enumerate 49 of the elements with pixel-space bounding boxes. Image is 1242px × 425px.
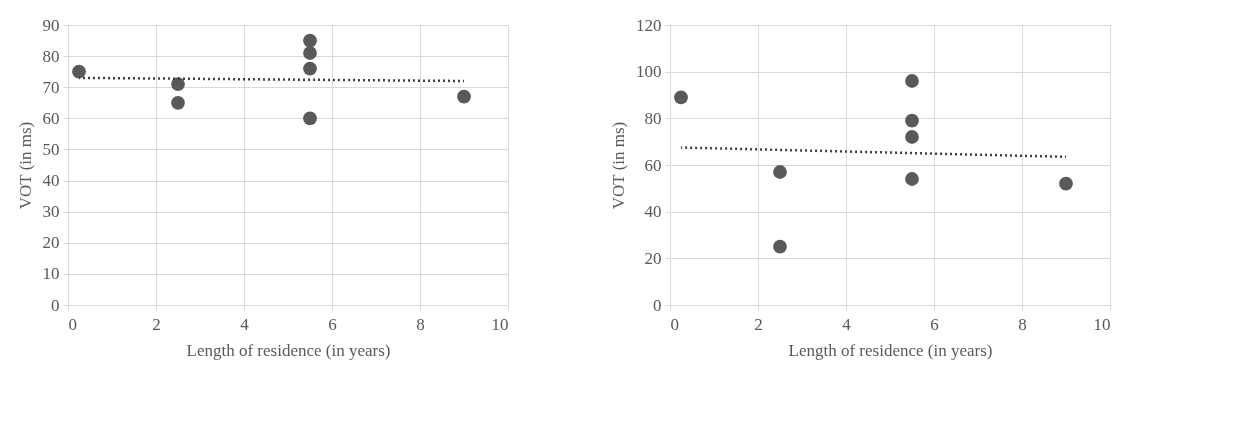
point bbox=[303, 61, 317, 76]
x-tick-label: 2 bbox=[152, 314, 161, 334]
y-tick-label: 60 bbox=[42, 108, 60, 128]
point bbox=[905, 130, 919, 144]
point bbox=[303, 46, 317, 60]
y-tick-label: 0 bbox=[51, 295, 60, 315]
point bbox=[905, 74, 919, 88]
x-tick-label: 10 bbox=[1093, 314, 1111, 334]
y-axis-title: VOT (in ms) bbox=[609, 121, 628, 210]
x-tick-label: 8 bbox=[416, 314, 425, 334]
point bbox=[171, 77, 185, 91]
x-tick-label: 6 bbox=[930, 314, 939, 334]
y-tick-label: 20 bbox=[644, 248, 662, 268]
x-tick-label: 6 bbox=[328, 314, 337, 334]
y-tick-label: 80 bbox=[42, 46, 60, 66]
y-tick-label: 70 bbox=[42, 77, 60, 97]
point bbox=[773, 165, 787, 179]
x-tick-label: 2 bbox=[754, 314, 763, 334]
x-tick-label: 0 bbox=[670, 314, 679, 334]
y-tick-label: 60 bbox=[644, 155, 662, 175]
x-tick-label: 8 bbox=[1018, 314, 1027, 334]
point bbox=[171, 95, 185, 110]
x-tick-label: 4 bbox=[240, 314, 250, 334]
y-tick-label: 40 bbox=[644, 202, 662, 222]
y-tick-label: 40 bbox=[42, 171, 60, 191]
y-tick-label: 30 bbox=[42, 202, 60, 222]
x-tick-label: 10 bbox=[491, 314, 509, 334]
y-tick-label: 100 bbox=[636, 62, 662, 82]
x-tick-label: 0 bbox=[68, 314, 77, 334]
point bbox=[303, 33, 317, 48]
point bbox=[905, 172, 919, 186]
point bbox=[303, 111, 317, 126]
point bbox=[773, 239, 787, 254]
y-tick-label: 10 bbox=[42, 264, 60, 284]
y-axis-title: VOT (in ms) bbox=[15, 121, 35, 210]
y-tick-label: 120 bbox=[636, 15, 662, 35]
x-tick-label: 4 bbox=[842, 314, 852, 334]
point bbox=[1059, 176, 1073, 191]
y-tick-label: 80 bbox=[644, 108, 662, 128]
point bbox=[72, 64, 86, 79]
y-tick-label: 0 bbox=[653, 295, 662, 315]
y-tick-label: 50 bbox=[42, 139, 60, 159]
x-axis-title: Length of residence (in years) bbox=[186, 340, 391, 360]
y-tick-label: 90 bbox=[42, 15, 60, 35]
point bbox=[674, 90, 688, 105]
point bbox=[457, 89, 471, 104]
x-axis-title: Length of residence (in years) bbox=[788, 340, 993, 360]
y-tick-label: 20 bbox=[42, 233, 60, 253]
point bbox=[905, 113, 919, 128]
